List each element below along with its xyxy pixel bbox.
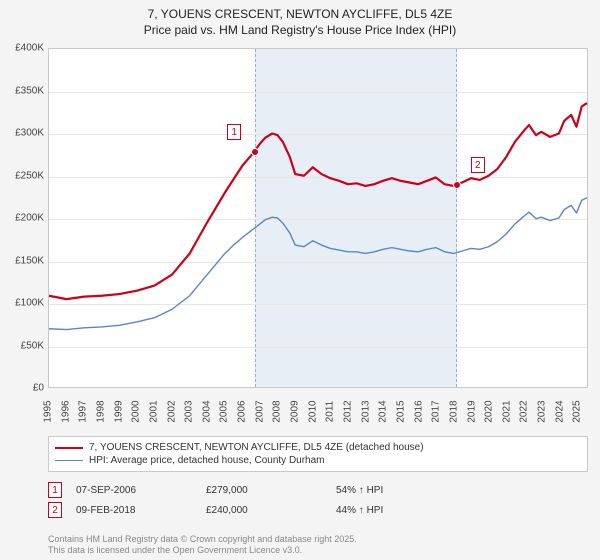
legend-box: 7, YOUENS CRESCENT, NEWTON AYCLIFFE, DL5… (48, 436, 588, 472)
y-axis-label: £100K (0, 298, 44, 309)
y-axis-label: £150K (0, 255, 44, 266)
x-axis-label: 1998 (95, 400, 106, 422)
sale-pct: 44% ↑ HPI (336, 505, 456, 516)
x-axis-label: 2012 (343, 400, 354, 422)
line-chart-svg (49, 49, 587, 387)
sale-row: 2 09-FEB-2018£240,00044% ↑ HPI (48, 500, 588, 520)
sale-price: £279,000 (206, 485, 336, 496)
x-axis-label: 1996 (60, 400, 71, 422)
legend-label: HPI: Average price, detached house, Coun… (89, 455, 325, 466)
x-axis-label: 2008 (272, 400, 283, 422)
sales-table: 1 07-SEP-2006£279,00054% ↑ HPI 2 09-FEB-201… (48, 480, 588, 520)
x-axis-label: 2014 (378, 400, 389, 422)
x-axis-label: 2006 (237, 400, 248, 422)
chart-wrap: 12 £0£50K£100K£150K£200K£250K£300K£350K£… (0, 42, 600, 432)
x-axis-label: 2003 (184, 400, 195, 422)
sale-marker-label: 2 (471, 157, 485, 173)
y-axis-label: £200K (0, 213, 44, 224)
sale-row: 1 07-SEP-2006£279,00054% ↑ HPI (48, 480, 588, 500)
title-line-1: 7, YOUENS CRESCENT, NEWTON AYCLIFFE, DL5… (10, 6, 590, 22)
x-axis-label: 2017 (431, 400, 442, 422)
x-axis-label: 2022 (519, 400, 530, 422)
chart-container: 7, YOUENS CRESCENT, NEWTON AYCLIFFE, DL5… (0, 0, 600, 560)
sale-marker-dot (251, 148, 259, 156)
legend-label: 7, YOUENS CRESCENT, NEWTON AYCLIFFE, DL5… (89, 442, 424, 453)
series-line (49, 103, 587, 299)
x-axis-label: 2018 (448, 400, 459, 422)
x-axis-label: 2013 (360, 400, 371, 422)
plot-area: 12 (48, 48, 588, 388)
legend-swatch (55, 447, 83, 449)
x-axis-label: 2020 (484, 400, 495, 422)
legend-item: HPI: Average price, detached house, Coun… (55, 454, 581, 467)
y-axis-label: £350K (0, 85, 44, 96)
legend-swatch (55, 460, 83, 461)
legend-item: 7, YOUENS CRESCENT, NEWTON AYCLIFFE, DL5… (55, 441, 581, 454)
title-line-2: Price paid vs. HM Land Registry's House … (10, 22, 590, 38)
y-axis-label: £400K (0, 43, 44, 54)
x-axis-label: 2011 (325, 401, 336, 423)
x-axis-label: 2021 (501, 400, 512, 422)
x-axis-label: 2023 (537, 400, 548, 422)
x-axis-label: 1997 (78, 400, 89, 422)
x-axis-label: 2010 (307, 400, 318, 422)
x-axis-label: 2007 (254, 400, 265, 422)
x-axis-label: 2016 (413, 400, 424, 422)
sale-date: 09-FEB-2018 (76, 505, 206, 516)
footer-line-1: Contains HM Land Registry data © Crown c… (48, 534, 357, 545)
x-axis-label: 2009 (290, 400, 301, 422)
footer-attribution: Contains HM Land Registry data © Crown c… (48, 534, 357, 557)
title-block: 7, YOUENS CRESCENT, NEWTON AYCLIFFE, DL5… (0, 0, 600, 40)
sale-row-marker: 1 (48, 482, 62, 498)
sale-marker-label: 1 (227, 124, 241, 140)
y-axis-label: £0 (0, 383, 44, 394)
x-axis-label: 2001 (148, 400, 159, 422)
sale-date: 07-SEP-2006 (76, 485, 206, 496)
sale-row-marker: 2 (48, 502, 62, 518)
x-axis-label: 2019 (466, 400, 477, 422)
sale-pct: 54% ↑ HPI (336, 485, 456, 496)
y-axis-label: £250K (0, 170, 44, 181)
x-axis-label: 1999 (113, 400, 124, 422)
x-axis-label: 2025 (572, 400, 583, 422)
x-axis-label: 2005 (219, 400, 230, 422)
x-axis-label: 2000 (131, 400, 142, 422)
x-axis-label: 1995 (43, 400, 54, 422)
x-axis-label: 2004 (201, 400, 212, 422)
sale-price: £240,000 (206, 505, 336, 516)
x-axis-label: 2002 (166, 400, 177, 422)
x-axis-label: 2015 (395, 400, 406, 422)
y-axis-label: £300K (0, 128, 44, 139)
y-axis-label: £50K (0, 340, 44, 351)
footer-line-2: This data is licensed under the Open Gov… (48, 545, 357, 556)
series-line (49, 198, 587, 330)
x-axis-label: 2024 (554, 400, 565, 422)
sale-marker-dot (453, 181, 461, 189)
